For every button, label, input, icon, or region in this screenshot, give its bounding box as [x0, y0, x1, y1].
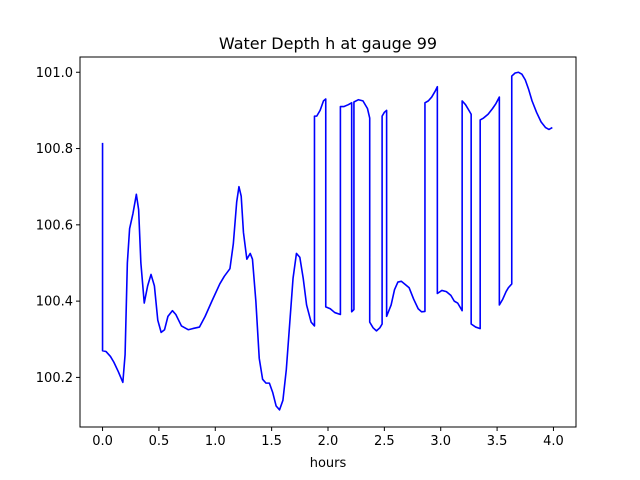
- x-tick-label: 0.5: [149, 434, 170, 449]
- chart-title: Water Depth h at gauge 99: [219, 34, 437, 53]
- y-tick-label: 101.0: [36, 66, 73, 81]
- x-tick-label: 0.0: [92, 434, 113, 449]
- x-tick-label: 1.5: [261, 434, 282, 449]
- x-tick-label: 4.0: [543, 434, 564, 449]
- y-axis: 100.2 100.4 100.6 100.8 101.0: [36, 66, 80, 386]
- plot-area: [101, 71, 553, 411]
- axes-frame: [79, 56, 577, 428]
- y-tick-label: 100.6: [36, 218, 73, 233]
- series-line-0: [101, 71, 553, 411]
- x-tick-label: 1.0: [205, 434, 226, 449]
- x-tick-label: 3.5: [487, 434, 508, 449]
- x-tick-label: 2.5: [374, 434, 395, 449]
- y-tick-label: 100.8: [36, 142, 73, 157]
- x-axis: 0.0 0.5 1.0 1.5 2.0 2.5 3.0 3.5 4.0: [92, 427, 564, 449]
- y-tick-label: 100.2: [36, 371, 73, 386]
- x-axis-label: hours: [310, 456, 347, 471]
- y-tick-label: 100.4: [36, 295, 73, 310]
- x-tick-label: 2.0: [318, 434, 339, 449]
- x-tick-label: 3.0: [430, 434, 451, 449]
